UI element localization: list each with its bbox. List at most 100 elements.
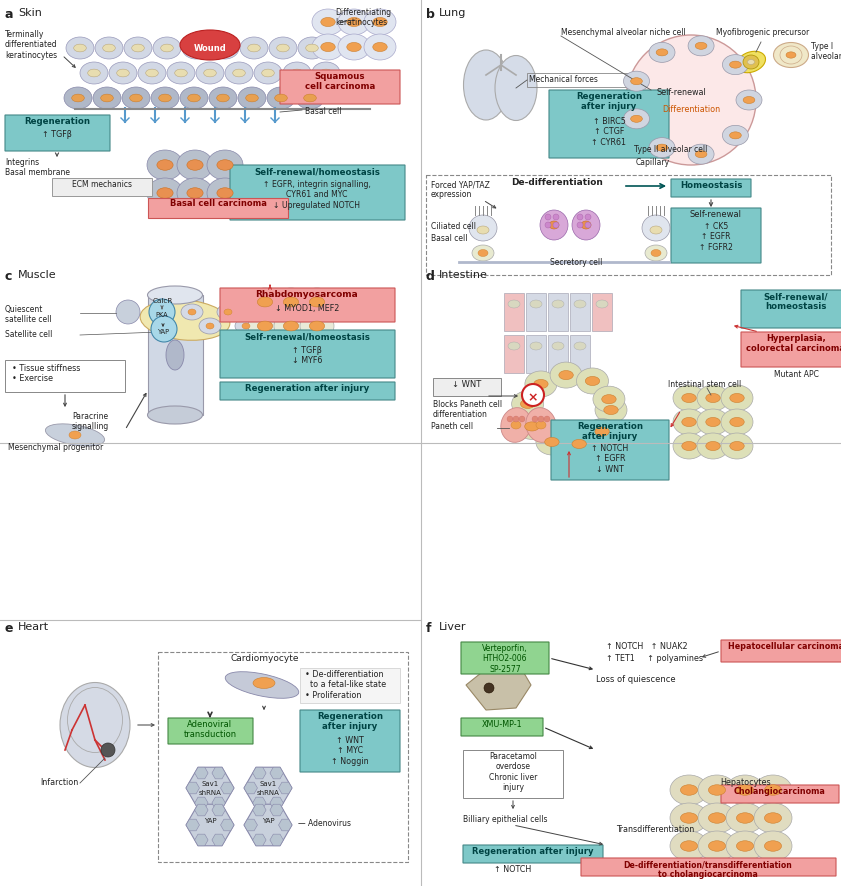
Text: Basal cell: Basal cell xyxy=(305,107,341,116)
Text: shRNA: shRNA xyxy=(198,790,221,796)
Ellipse shape xyxy=(726,803,764,833)
Text: ↑ CK5
↑ EGFR
↑ FGFR2: ↑ CK5 ↑ EGFR ↑ FGFR2 xyxy=(699,222,733,252)
Polygon shape xyxy=(270,804,283,816)
Text: Adenoviral
transduction: Adenoviral transduction xyxy=(183,720,236,740)
Text: Mesenchymal progenitor: Mesenchymal progenitor xyxy=(8,443,103,452)
Text: Heart: Heart xyxy=(18,622,49,632)
Polygon shape xyxy=(270,834,283,846)
Circle shape xyxy=(585,222,591,228)
Text: Secretory cell: Secretory cell xyxy=(550,258,602,267)
Ellipse shape xyxy=(235,318,257,334)
Ellipse shape xyxy=(596,300,608,308)
Ellipse shape xyxy=(698,831,736,861)
Ellipse shape xyxy=(159,94,172,102)
Ellipse shape xyxy=(248,44,261,52)
Ellipse shape xyxy=(642,215,670,241)
Ellipse shape xyxy=(706,417,720,426)
Text: Muscle: Muscle xyxy=(18,270,56,280)
Circle shape xyxy=(149,299,175,325)
Text: ECM mechanics: ECM mechanics xyxy=(72,180,132,189)
Polygon shape xyxy=(212,834,225,846)
Polygon shape xyxy=(278,782,292,794)
Polygon shape xyxy=(252,797,266,809)
Ellipse shape xyxy=(649,43,675,62)
Bar xyxy=(592,293,612,331)
FancyBboxPatch shape xyxy=(741,290,841,328)
Text: Integrins: Integrins xyxy=(5,158,40,167)
Ellipse shape xyxy=(225,62,253,84)
Ellipse shape xyxy=(240,37,268,59)
Ellipse shape xyxy=(743,55,759,69)
Ellipse shape xyxy=(312,9,344,35)
Text: Mutant APC: Mutant APC xyxy=(774,370,818,379)
Text: ↑ TET1     ↑ polyamines: ↑ TET1 ↑ polyamines xyxy=(606,654,703,663)
Text: Infarction: Infarction xyxy=(40,778,78,787)
Ellipse shape xyxy=(151,87,179,109)
Ellipse shape xyxy=(95,37,123,59)
Text: Type I
alveolar cell: Type I alveolar cell xyxy=(811,42,841,61)
Circle shape xyxy=(553,214,559,220)
Ellipse shape xyxy=(680,785,697,796)
Ellipse shape xyxy=(737,812,754,823)
Polygon shape xyxy=(194,797,208,809)
Ellipse shape xyxy=(673,409,705,435)
Text: Satellite cell: Satellite cell xyxy=(5,330,52,339)
Ellipse shape xyxy=(730,441,744,451)
Ellipse shape xyxy=(67,688,123,752)
Text: YAP: YAP xyxy=(158,329,170,335)
Text: Mesenchymal alveolar niche cell: Mesenchymal alveolar niche cell xyxy=(561,28,685,37)
Ellipse shape xyxy=(530,300,542,308)
Polygon shape xyxy=(466,665,531,710)
Ellipse shape xyxy=(581,221,591,229)
Polygon shape xyxy=(194,767,208,779)
Ellipse shape xyxy=(730,132,741,139)
Ellipse shape xyxy=(320,43,336,51)
Ellipse shape xyxy=(697,433,729,459)
Ellipse shape xyxy=(656,49,668,56)
Ellipse shape xyxy=(274,312,308,340)
Ellipse shape xyxy=(64,87,92,109)
Circle shape xyxy=(522,384,544,406)
Ellipse shape xyxy=(309,297,325,307)
Ellipse shape xyxy=(721,409,753,435)
Ellipse shape xyxy=(697,385,729,411)
Ellipse shape xyxy=(277,44,289,52)
Circle shape xyxy=(577,222,583,228)
Text: Basal cell: Basal cell xyxy=(431,234,468,243)
Ellipse shape xyxy=(80,62,108,84)
Ellipse shape xyxy=(650,226,662,234)
Ellipse shape xyxy=(721,433,753,459)
Ellipse shape xyxy=(511,421,521,429)
Text: • De-differentiation
  to a fetal-like state
• Proliferation: • De-differentiation to a fetal-like sta… xyxy=(305,670,386,700)
Text: YAP: YAP xyxy=(262,818,274,824)
Ellipse shape xyxy=(188,94,200,102)
Ellipse shape xyxy=(257,297,272,307)
Ellipse shape xyxy=(346,43,361,51)
Ellipse shape xyxy=(346,18,361,27)
Text: Quiescent
satellite cell: Quiescent satellite cell xyxy=(5,305,51,324)
FancyBboxPatch shape xyxy=(461,718,543,736)
Ellipse shape xyxy=(737,785,754,796)
Ellipse shape xyxy=(248,312,282,340)
Ellipse shape xyxy=(275,94,288,102)
Ellipse shape xyxy=(726,831,764,861)
Text: — Adenovirus: — Adenovirus xyxy=(298,820,351,828)
Ellipse shape xyxy=(69,431,81,439)
Circle shape xyxy=(507,416,513,422)
Text: ↑ TGFβ: ↑ TGFβ xyxy=(42,130,72,139)
Polygon shape xyxy=(220,782,234,794)
Ellipse shape xyxy=(708,812,726,823)
Text: ↑ NOTCH
↑ EGFR
↓ WNT: ↑ NOTCH ↑ EGFR ↓ WNT xyxy=(591,444,628,474)
Text: Loss of quiescence: Loss of quiescence xyxy=(596,675,675,684)
Ellipse shape xyxy=(219,44,231,52)
Polygon shape xyxy=(220,820,234,831)
Ellipse shape xyxy=(521,400,535,408)
Ellipse shape xyxy=(117,69,130,77)
Bar xyxy=(426,175,831,275)
Ellipse shape xyxy=(147,406,203,424)
Text: Regeneration
after injury: Regeneration after injury xyxy=(576,92,642,112)
Text: Ciliated cell: Ciliated cell xyxy=(431,222,476,231)
Text: Self-renewal: Self-renewal xyxy=(690,210,742,219)
Ellipse shape xyxy=(312,62,340,84)
Text: ↑ WNT
↑ MYC
↑ Noggin: ↑ WNT ↑ MYC ↑ Noggin xyxy=(331,736,369,766)
